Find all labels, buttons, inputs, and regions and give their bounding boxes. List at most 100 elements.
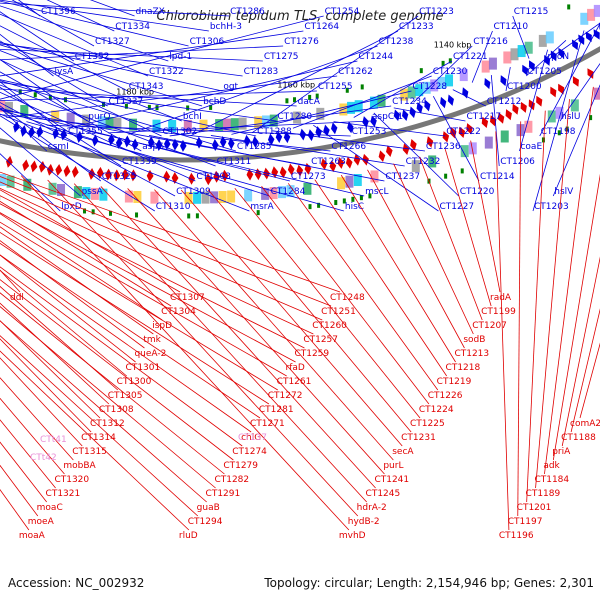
- minus-gene-leader: [570, 308, 600, 433]
- tick-mark: [124, 103, 128, 109]
- plus-gene-label: dnaZX: [136, 7, 165, 17]
- cog-block-inner: [353, 174, 362, 187]
- tick-mark: [293, 97, 297, 103]
- minus-gene-leader: [470, 140, 501, 293]
- plus-gene-leader: [0, 44, 203, 107]
- plus-gene-leader: [532, 30, 585, 212]
- figure-title: Chlorobium tepidum TLS, complete genome: [156, 9, 444, 24]
- minus-gene-label: CT1241: [374, 475, 409, 485]
- plus-gene-leader: [231, 90, 412, 135]
- plus-gene-leader: [525, 39, 567, 77]
- tick-mark: [359, 195, 363, 201]
- plus-gene-leader: [0, 45, 284, 61]
- plus-gene-leader: [0, 86, 122, 167]
- plus-strand-gene: [585, 31, 592, 42]
- minus-strand-gene: [550, 86, 557, 98]
- cog-block-outer: [593, 4, 600, 17]
- minus-strand-gene: [528, 99, 535, 111]
- minus-strand-gene: [30, 160, 38, 173]
- cog-block-outer: [129, 118, 138, 131]
- minus-gene-label: CT1279: [223, 461, 258, 471]
- tick-mark: [448, 58, 452, 64]
- plus-gene-label: CT1275: [264, 52, 299, 62]
- minus-gene-label: ispD: [152, 321, 172, 331]
- cog-block-outer: [222, 118, 231, 131]
- plus-strand-gene: [124, 135, 131, 148]
- minus-gene-label: CT1272: [268, 391, 303, 401]
- plus-gene-label: csmI: [48, 142, 69, 152]
- minus-gene-leader: [47, 179, 359, 517]
- plus-gene-leader: [490, 75, 500, 167]
- plus-gene-label: CT1302: [163, 127, 198, 137]
- minus-strand-gene: [426, 136, 434, 148]
- cog-block-outer: [510, 48, 519, 61]
- minus-gene-leader: [393, 163, 474, 335]
- plus-gene-leader: [128, 45, 378, 135]
- minus-gene-leader: [517, 121, 522, 517]
- plus-gene-label: CT1343: [129, 82, 164, 92]
- rna-gene-label: CT137: [238, 433, 267, 443]
- kbp-tick-label: 1180 kbp: [116, 88, 154, 97]
- plus-strand-gene: [558, 47, 565, 59]
- plus-strand-gene: [528, 60, 535, 72]
- tick-mark: [360, 84, 364, 90]
- plus-gene-label: CT1234: [392, 97, 427, 107]
- minus-gene-leader: [0, 231, 270, 405]
- plus-gene-leader: [0, 88, 297, 107]
- minus-gene-leader: [495, 131, 510, 531]
- minus-strand-gene: [130, 169, 137, 182]
- minus-gene-label: CT1281: [259, 405, 294, 415]
- plus-gene-leader: [333, 121, 446, 137]
- cog-block-inner: [269, 187, 278, 200]
- cog-block-outer: [422, 81, 431, 94]
- plus-gene-leader: [452, 89, 486, 107]
- plus-gene-leader: [373, 112, 459, 197]
- plus-gene-label: CT1309: [176, 187, 211, 197]
- tick-mark: [83, 208, 87, 214]
- cog-block-outer: [262, 115, 271, 128]
- tick-mark: [567, 4, 571, 10]
- plus-gene-leader: [0, 79, 257, 137]
- cog-block-outer: [0, 100, 6, 113]
- minus-gene-label: CT1315: [72, 447, 107, 457]
- minus-gene-leader: [0, 187, 314, 335]
- cog-block-outer: [503, 51, 512, 64]
- plus-gene-leader: [0, 107, 290, 182]
- plus-gene-leader: [190, 30, 399, 137]
- minus-strand-gene: [458, 126, 466, 138]
- minus-gene-label: secA: [392, 447, 414, 457]
- minus-gene-label: CT1271: [250, 419, 285, 429]
- cog-block-inner: [555, 106, 564, 119]
- minus-strand-gene: [512, 103, 519, 115]
- plus-gene-leader: [272, 130, 425, 152]
- plus-gene-label: CT1280: [277, 112, 312, 122]
- plus-gene-leader: [413, 45, 473, 103]
- cog-block-inner: [201, 191, 210, 204]
- tick-mark: [48, 94, 52, 100]
- tick-mark: [589, 115, 593, 121]
- minus-gene-leader: [544, 86, 594, 475]
- minus-gene-label: CT1291: [206, 489, 241, 499]
- minus-strand-gene: [410, 138, 417, 151]
- cog-block-inner: [90, 187, 99, 200]
- plus-gene-leader: [0, 42, 223, 92]
- minus-gene-leader: [0, 350, 190, 531]
- cog-block-inner: [23, 178, 32, 191]
- minus-gene-leader: [0, 292, 225, 475]
- plus-gene-label: purQ: [88, 112, 110, 122]
- cog-block-inner: [345, 175, 354, 188]
- minus-strand-gene: [481, 116, 489, 129]
- minus-gene-label: CT1189: [526, 489, 561, 499]
- minus-gene-label: CT1301: [126, 363, 161, 373]
- cog-block-outer: [66, 112, 75, 125]
- minus-gene-leader: [0, 176, 332, 307]
- plus-gene-label: CT1311: [217, 157, 252, 167]
- minus-strand-gene: [163, 170, 171, 183]
- minus-gene-label: CT1188: [561, 433, 596, 443]
- plus-gene-leader: [0, 43, 243, 77]
- minus-gene-label: CT1196: [499, 531, 534, 541]
- plus-gene-label: CT1221: [453, 52, 488, 62]
- minus-gene-leader: [367, 169, 465, 349]
- minus-gene-label: CT1282: [214, 475, 249, 485]
